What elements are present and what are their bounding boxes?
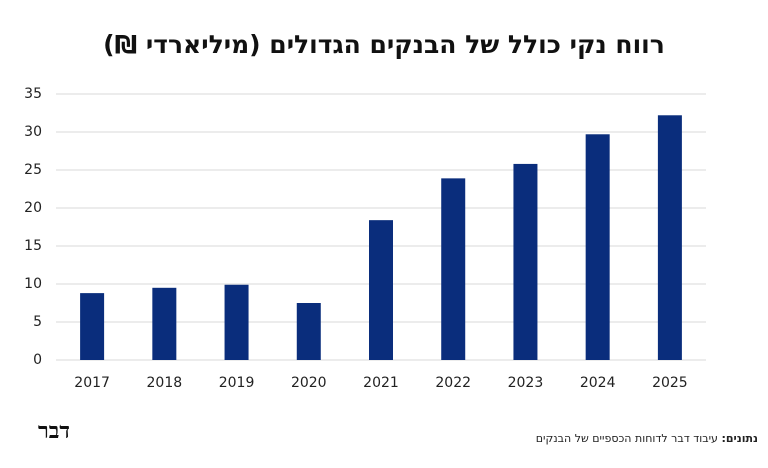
x-tick-label: 2023 <box>508 375 544 391</box>
x-tick-label: 2025 <box>652 375 688 391</box>
y-tick-label: 20 <box>24 200 42 216</box>
y-tick-label: 0 <box>33 352 42 368</box>
x-tick-label: 2017 <box>74 375 110 391</box>
bar <box>657 115 682 360</box>
chart-title: רווח נקי כולל של הבנקים הגדולים (מיליארד… <box>103 30 665 59</box>
source-label: נתונים: <box>721 432 758 445</box>
bar <box>441 178 466 360</box>
x-tick-label: 2018 <box>147 375 183 391</box>
source: עיבוד דבר לדוחות הכספיים של הבנקים <box>535 432 718 445</box>
bar <box>224 284 249 360</box>
bar <box>369 220 393 360</box>
x-tick-label: 2019 <box>219 375 255 391</box>
bar <box>296 303 321 360</box>
bar <box>513 163 538 360</box>
y-tick-label: 35 <box>24 86 42 102</box>
y-tick-label: 10 <box>24 276 42 292</box>
bar <box>585 134 610 360</box>
y-tick-label: 30 <box>24 124 42 140</box>
x-tick-label: 2024 <box>580 375 616 391</box>
y-tick-label: 15 <box>24 238 42 254</box>
x-tick-label: 2021 <box>363 375 399 391</box>
y-tick-label: 5 <box>33 314 42 330</box>
x-tick-label: 2020 <box>291 375 327 391</box>
y-tick-label: 25 <box>24 162 42 178</box>
bar <box>152 287 177 360</box>
logo: דבר <box>38 418 70 444</box>
x-tick-label: 2022 <box>435 375 471 391</box>
bar <box>80 293 105 360</box>
source-note: נתונים: עיבוד דבר לדוחות הכספיים של הבנק… <box>536 432 758 445</box>
